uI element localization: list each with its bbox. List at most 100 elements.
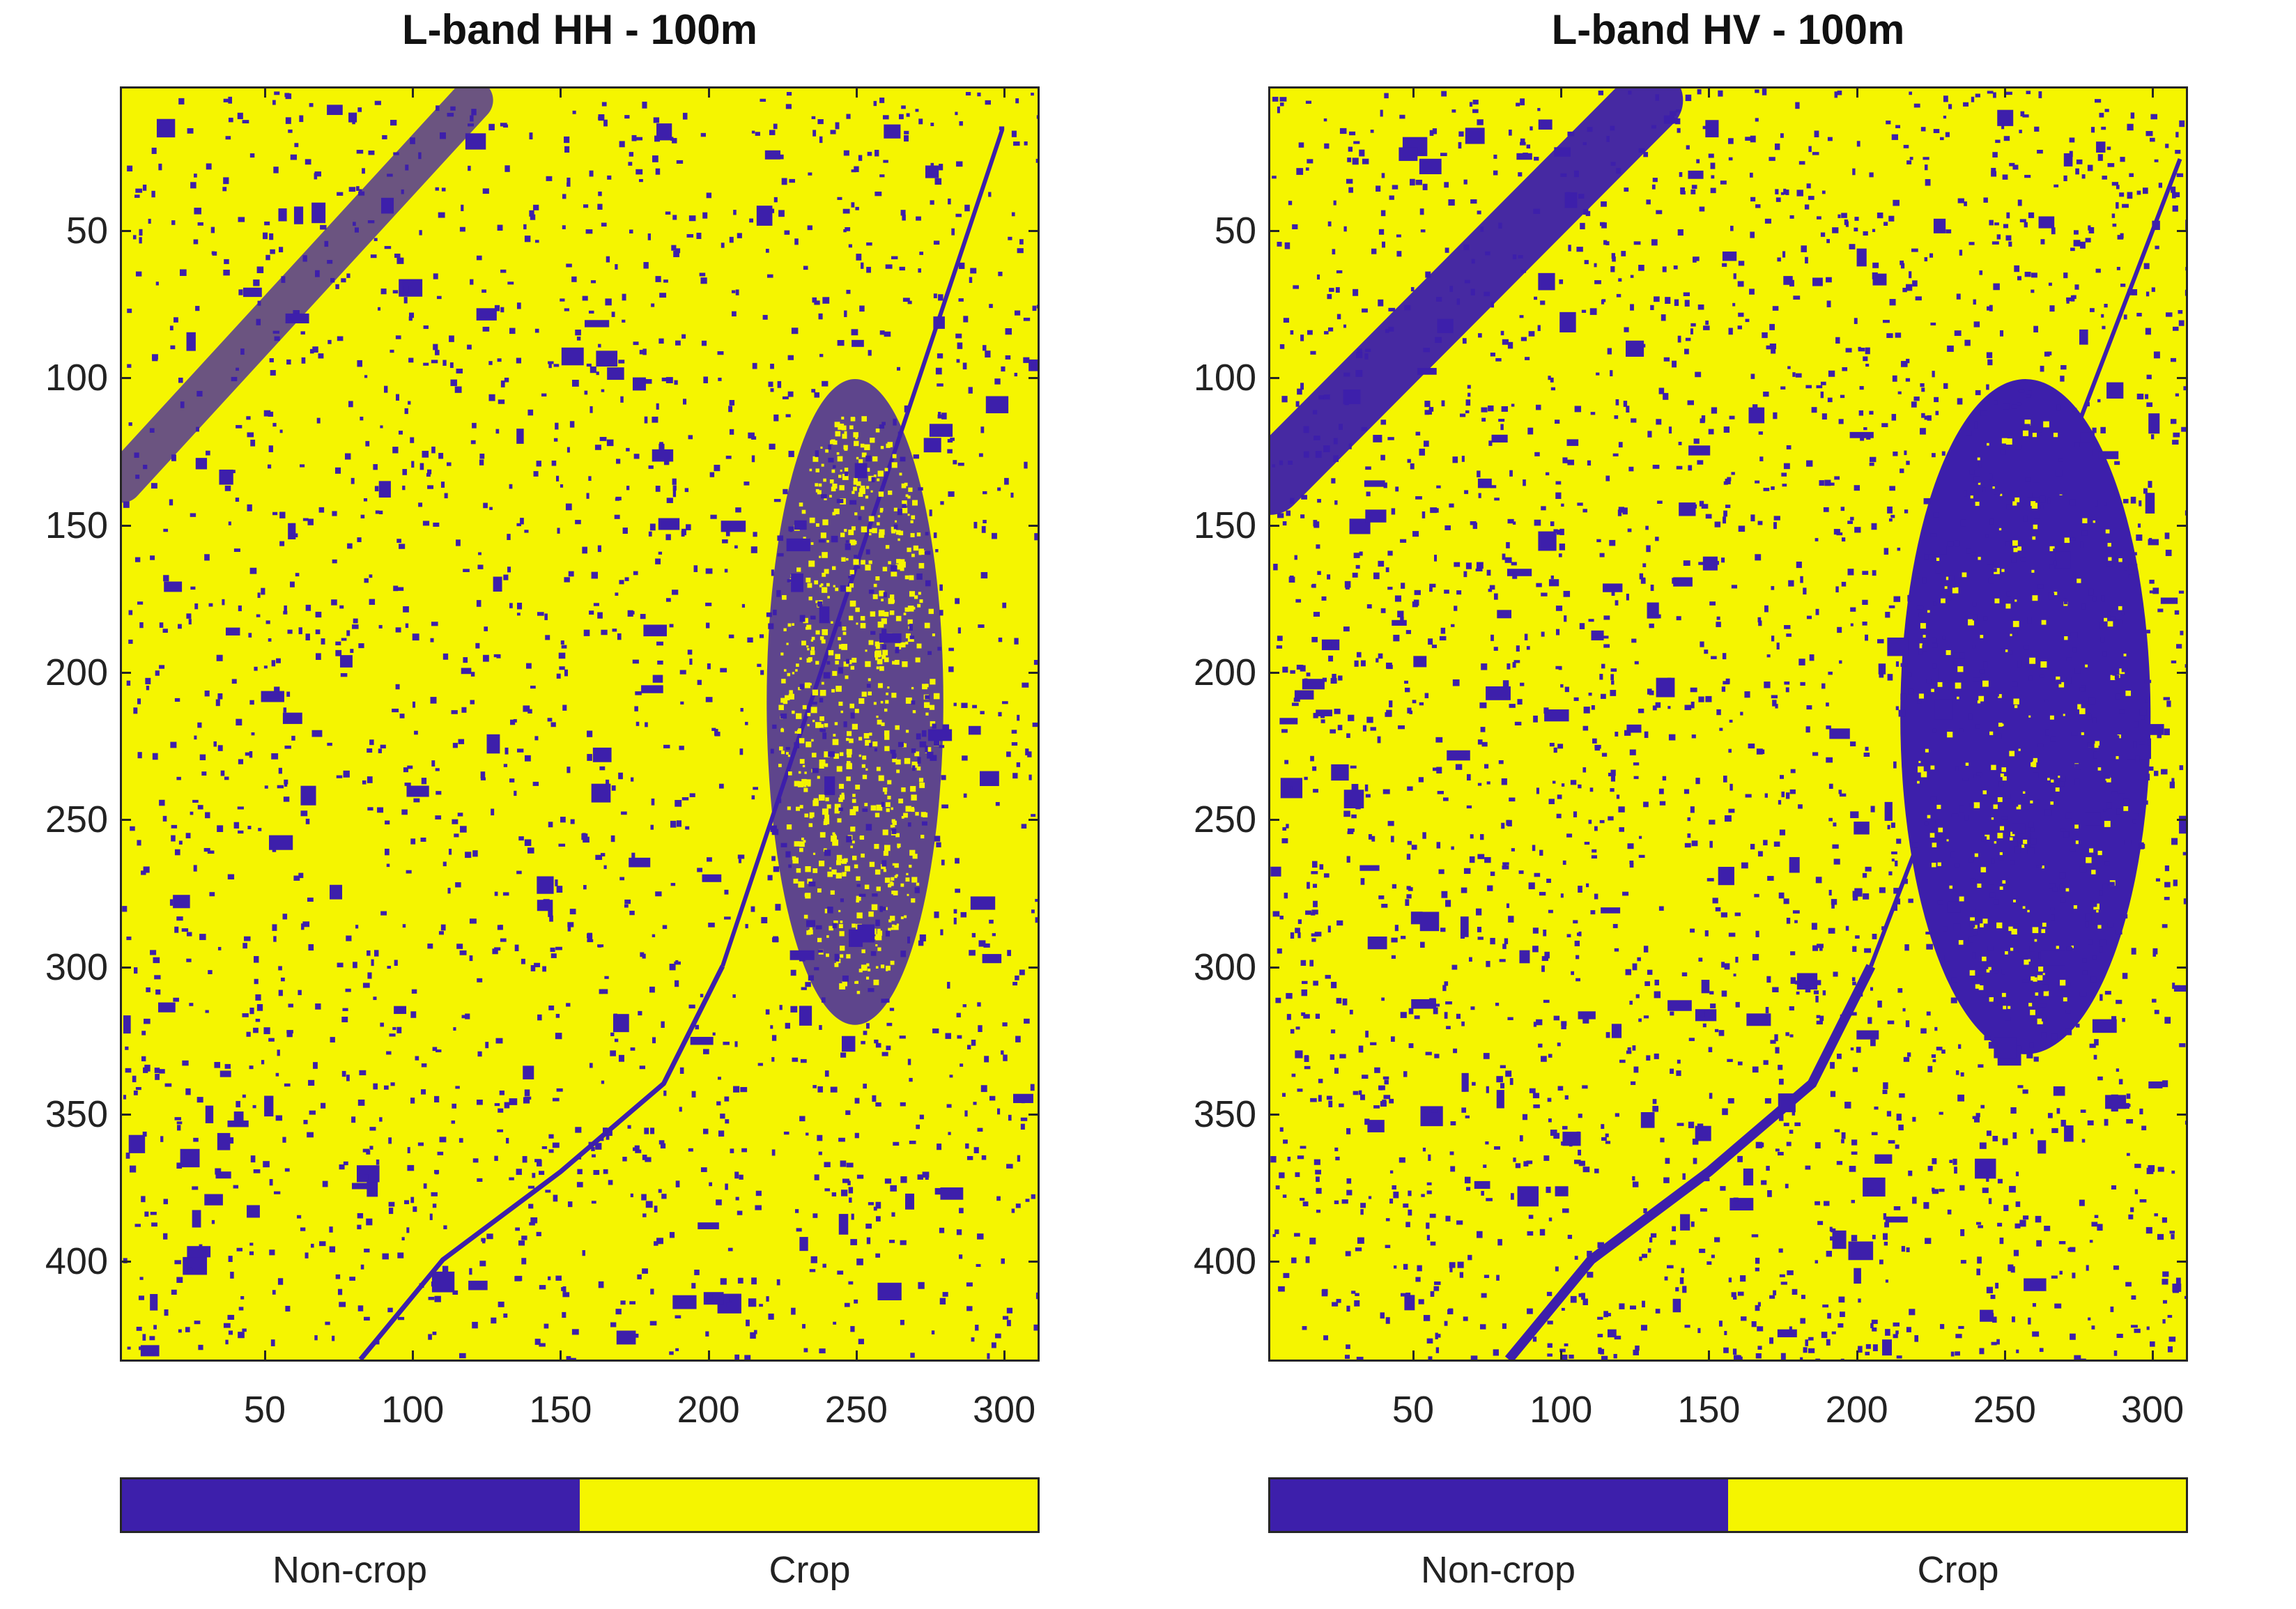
noncrop-pixel (1935, 569, 1941, 574)
noncrop-pixel (1410, 463, 1415, 470)
crop-speckle (875, 944, 878, 947)
noncrop-pixel (222, 599, 225, 606)
crop-speckle (892, 661, 896, 665)
noncrop-pixel (537, 876, 554, 894)
noncrop-pixel (976, 1263, 981, 1268)
crop-speckle (1998, 694, 2002, 698)
noncrop-pixel (1923, 157, 1929, 160)
crop-speckle (875, 651, 881, 658)
noncrop-pixel (197, 222, 203, 226)
noncrop-pixel (436, 1049, 442, 1053)
crop-speckle (818, 861, 825, 867)
noncrop-pixel (335, 1274, 341, 1279)
noncrop-pixel (613, 1013, 617, 1019)
noncrop-pixel (1597, 1334, 1603, 1338)
noncrop-pixel (2052, 887, 2058, 892)
noncrop-pixel (622, 528, 628, 534)
noncrop-pixel (142, 1131, 147, 1137)
crop-speckle (846, 761, 851, 765)
noncrop-pixel (452, 1103, 457, 1109)
noncrop-pixel (777, 553, 784, 557)
noncrop-pixel (559, 666, 565, 670)
crop-speckle (2032, 536, 2036, 540)
noncrop-pixel (2016, 1349, 2019, 1353)
noncrop-pixel (571, 380, 579, 387)
noncrop-pixel (516, 602, 523, 610)
noncrop-pixel (415, 1056, 419, 1061)
noncrop-pixel (1484, 1275, 1490, 1279)
crop-speckle (861, 964, 868, 971)
noncrop-pixel (775, 904, 781, 911)
noncrop-pixel (1895, 1144, 1900, 1149)
crop-speckle (860, 485, 865, 491)
noncrop-pixel (1690, 806, 1695, 813)
noncrop-pixel (933, 532, 937, 539)
crop-speckle (2029, 657, 2036, 664)
noncrop-pixel (2104, 990, 2111, 995)
noncrop-pixel (1378, 299, 1384, 307)
noncrop-pixel (1612, 923, 1618, 928)
noncrop-pixel (670, 820, 677, 828)
noncrop-pixel (2030, 838, 2037, 845)
noncrop-pixel (1011, 1208, 1015, 1213)
noncrop-pixel (1767, 876, 1774, 881)
noncrop-pixel (1973, 299, 1976, 305)
noncrop-pixel (1851, 1235, 1858, 1242)
noncrop-pixel (550, 722, 556, 727)
noncrop-pixel (734, 1354, 740, 1360)
crop-speckle (824, 751, 830, 757)
noncrop-pixel (497, 925, 501, 930)
crop-speckle (2013, 698, 2019, 705)
noncrop-pixel (324, 240, 329, 247)
noncrop-pixel (364, 578, 369, 583)
noncrop-pixel (1383, 482, 1387, 488)
noncrop-pixel (537, 900, 553, 911)
noncrop-pixel (679, 1067, 684, 1074)
noncrop-pixel (1804, 204, 1810, 210)
noncrop-pixel (806, 920, 816, 927)
noncrop-pixel (1584, 842, 1590, 845)
noncrop-pixel (378, 624, 383, 629)
noncrop-pixel (918, 268, 921, 273)
noncrop-pixel (1313, 612, 1320, 617)
noncrop-pixel (1943, 115, 1947, 119)
noncrop-pixel (1601, 663, 1605, 669)
crop-speckle (919, 599, 923, 603)
noncrop-pixel (417, 1142, 424, 1146)
noncrop-pixel (1008, 236, 1012, 240)
noncrop-pixel (137, 698, 141, 705)
crop-speckle (2042, 973, 2045, 976)
noncrop-pixel (607, 175, 612, 180)
crop-speckle (893, 891, 898, 895)
noncrop-pixel (1667, 1000, 1692, 1011)
noncrop-pixel (1934, 397, 1939, 403)
noncrop-pixel (139, 1346, 144, 1350)
noncrop-pixel (791, 573, 803, 592)
noncrop-pixel (771, 1056, 775, 1062)
noncrop-pixel (1367, 1120, 1385, 1132)
noncrop-pixel (1558, 666, 1562, 670)
crop-speckle (812, 868, 818, 873)
noncrop-pixel (2106, 146, 2111, 151)
noncrop-pixel (1933, 129, 1940, 134)
crop-speckle (2086, 857, 2092, 863)
noncrop-pixel (1816, 1015, 1821, 1019)
noncrop-pixel (1312, 410, 1318, 415)
noncrop-pixel (1652, 705, 1657, 711)
noncrop-pixel (875, 1201, 881, 1209)
noncrop-pixel (328, 339, 332, 344)
noncrop-pixel (711, 727, 716, 731)
noncrop-pixel (1773, 412, 1778, 419)
crop-speckle (1936, 557, 1940, 561)
noncrop-pixel (1024, 461, 1028, 469)
noncrop-pixel (930, 123, 934, 126)
noncrop-pixel (1389, 1170, 1394, 1173)
noncrop-pixel (1519, 1135, 1523, 1141)
noncrop-pixel (1481, 407, 1488, 413)
noncrop-pixel (2089, 308, 2095, 312)
crop-speckle (835, 654, 840, 660)
noncrop-pixel (1564, 1095, 1569, 1100)
noncrop-pixel (2035, 1215, 2042, 1223)
noncrop-pixel (1643, 1015, 1649, 1019)
noncrop-pixel (1277, 636, 1283, 641)
